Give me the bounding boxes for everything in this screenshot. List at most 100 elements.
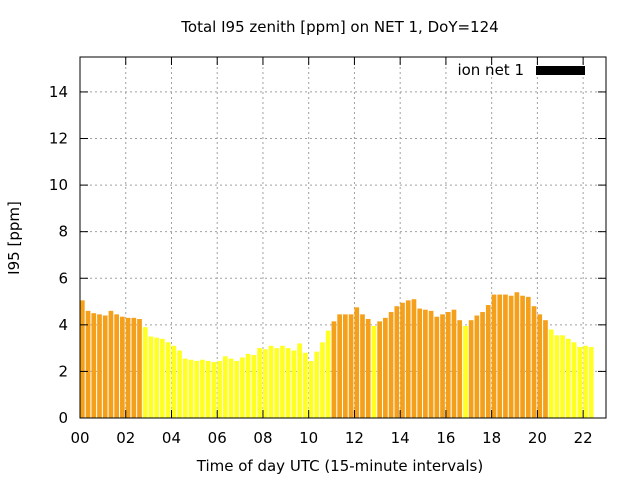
y-tick-label: 14 <box>49 83 68 101</box>
bar <box>137 319 142 418</box>
bar <box>348 314 354 418</box>
bar <box>125 317 131 418</box>
x-tick-label: 14 <box>391 429 410 447</box>
bar <box>200 359 205 418</box>
x-tick-label: 12 <box>345 429 364 447</box>
bar <box>394 306 400 418</box>
bar <box>262 349 268 418</box>
bar <box>508 295 514 418</box>
bar <box>497 294 503 418</box>
x-tick-label: 08 <box>253 429 272 447</box>
y-tick-label: 6 <box>58 269 68 287</box>
bar <box>114 314 119 418</box>
bar <box>445 312 451 418</box>
bar <box>234 360 240 418</box>
bar <box>377 321 382 418</box>
bar <box>520 295 525 418</box>
bar <box>457 320 463 418</box>
bar <box>388 312 394 418</box>
y-tick-label: 10 <box>49 176 68 194</box>
bar <box>428 310 434 418</box>
bar <box>440 314 445 418</box>
bar <box>577 346 583 418</box>
bar <box>531 306 537 418</box>
x-tick-label: 20 <box>528 429 547 447</box>
bar <box>474 315 480 418</box>
bar <box>308 360 314 418</box>
bar <box>217 360 222 418</box>
bar <box>314 351 320 418</box>
bar <box>285 348 291 418</box>
legend: ion net 1 <box>457 61 585 79</box>
bar <box>485 305 491 418</box>
y-tick-label: 0 <box>58 409 68 427</box>
bar <box>571 342 577 418</box>
bar <box>91 313 97 418</box>
bar <box>194 360 200 418</box>
bar <box>85 310 91 418</box>
bar <box>560 335 565 418</box>
bar <box>148 336 154 418</box>
x-tick-label: 06 <box>208 429 227 447</box>
bar <box>257 348 262 418</box>
bar <box>228 358 234 418</box>
bar <box>468 320 474 418</box>
bar <box>245 353 251 418</box>
bar <box>371 326 377 418</box>
bar <box>251 355 257 418</box>
bar <box>268 345 274 418</box>
bar-series <box>80 292 594 418</box>
bar <box>537 314 543 418</box>
bar <box>205 360 211 418</box>
x-tick-label: 18 <box>482 429 501 447</box>
bar <box>211 362 217 418</box>
x-tick-label: 10 <box>299 429 318 447</box>
bar <box>411 299 417 418</box>
bar <box>171 345 177 418</box>
bar <box>108 310 114 418</box>
bar <box>588 346 594 418</box>
bar <box>491 294 497 418</box>
bar <box>302 352 308 418</box>
x-tick-label: 16 <box>436 429 455 447</box>
bar <box>543 320 548 418</box>
bar <box>343 314 348 418</box>
bar <box>154 337 160 418</box>
y-axis-label: I95 [ppm] <box>5 201 23 275</box>
x-tick-label: 02 <box>116 429 135 447</box>
bar <box>160 338 165 418</box>
bar <box>177 350 182 418</box>
bar <box>417 308 423 418</box>
legend-swatch <box>536 66 585 75</box>
bar <box>434 316 440 418</box>
bar <box>405 300 411 418</box>
x-tick-label: 04 <box>162 429 181 447</box>
bar <box>182 358 188 418</box>
bar <box>297 343 302 418</box>
bar <box>383 317 388 418</box>
bar <box>102 315 108 418</box>
bar <box>423 309 428 418</box>
axis-ticks <box>79 57 606 419</box>
plot-border <box>79 56 607 419</box>
bar <box>360 314 365 418</box>
x-tick-label: 00 <box>70 429 89 447</box>
bar <box>583 345 588 418</box>
x-axis-label: Time of day UTC (15-minute intervals) <box>196 457 483 475</box>
y-tick-label: 2 <box>58 362 68 380</box>
plot-frame <box>79 56 607 419</box>
bar <box>480 312 485 418</box>
bar <box>451 309 457 418</box>
bar <box>400 302 405 418</box>
bar <box>120 316 125 418</box>
chart-title: Total I95 zenith [ppm] on NET 1, DoY=124 <box>180 18 498 36</box>
bar <box>222 356 228 418</box>
bar <box>165 342 171 418</box>
bar <box>97 314 102 418</box>
y-tick-label: 8 <box>58 223 68 241</box>
bar <box>131 317 137 418</box>
bar <box>274 348 280 418</box>
bar <box>365 319 371 418</box>
